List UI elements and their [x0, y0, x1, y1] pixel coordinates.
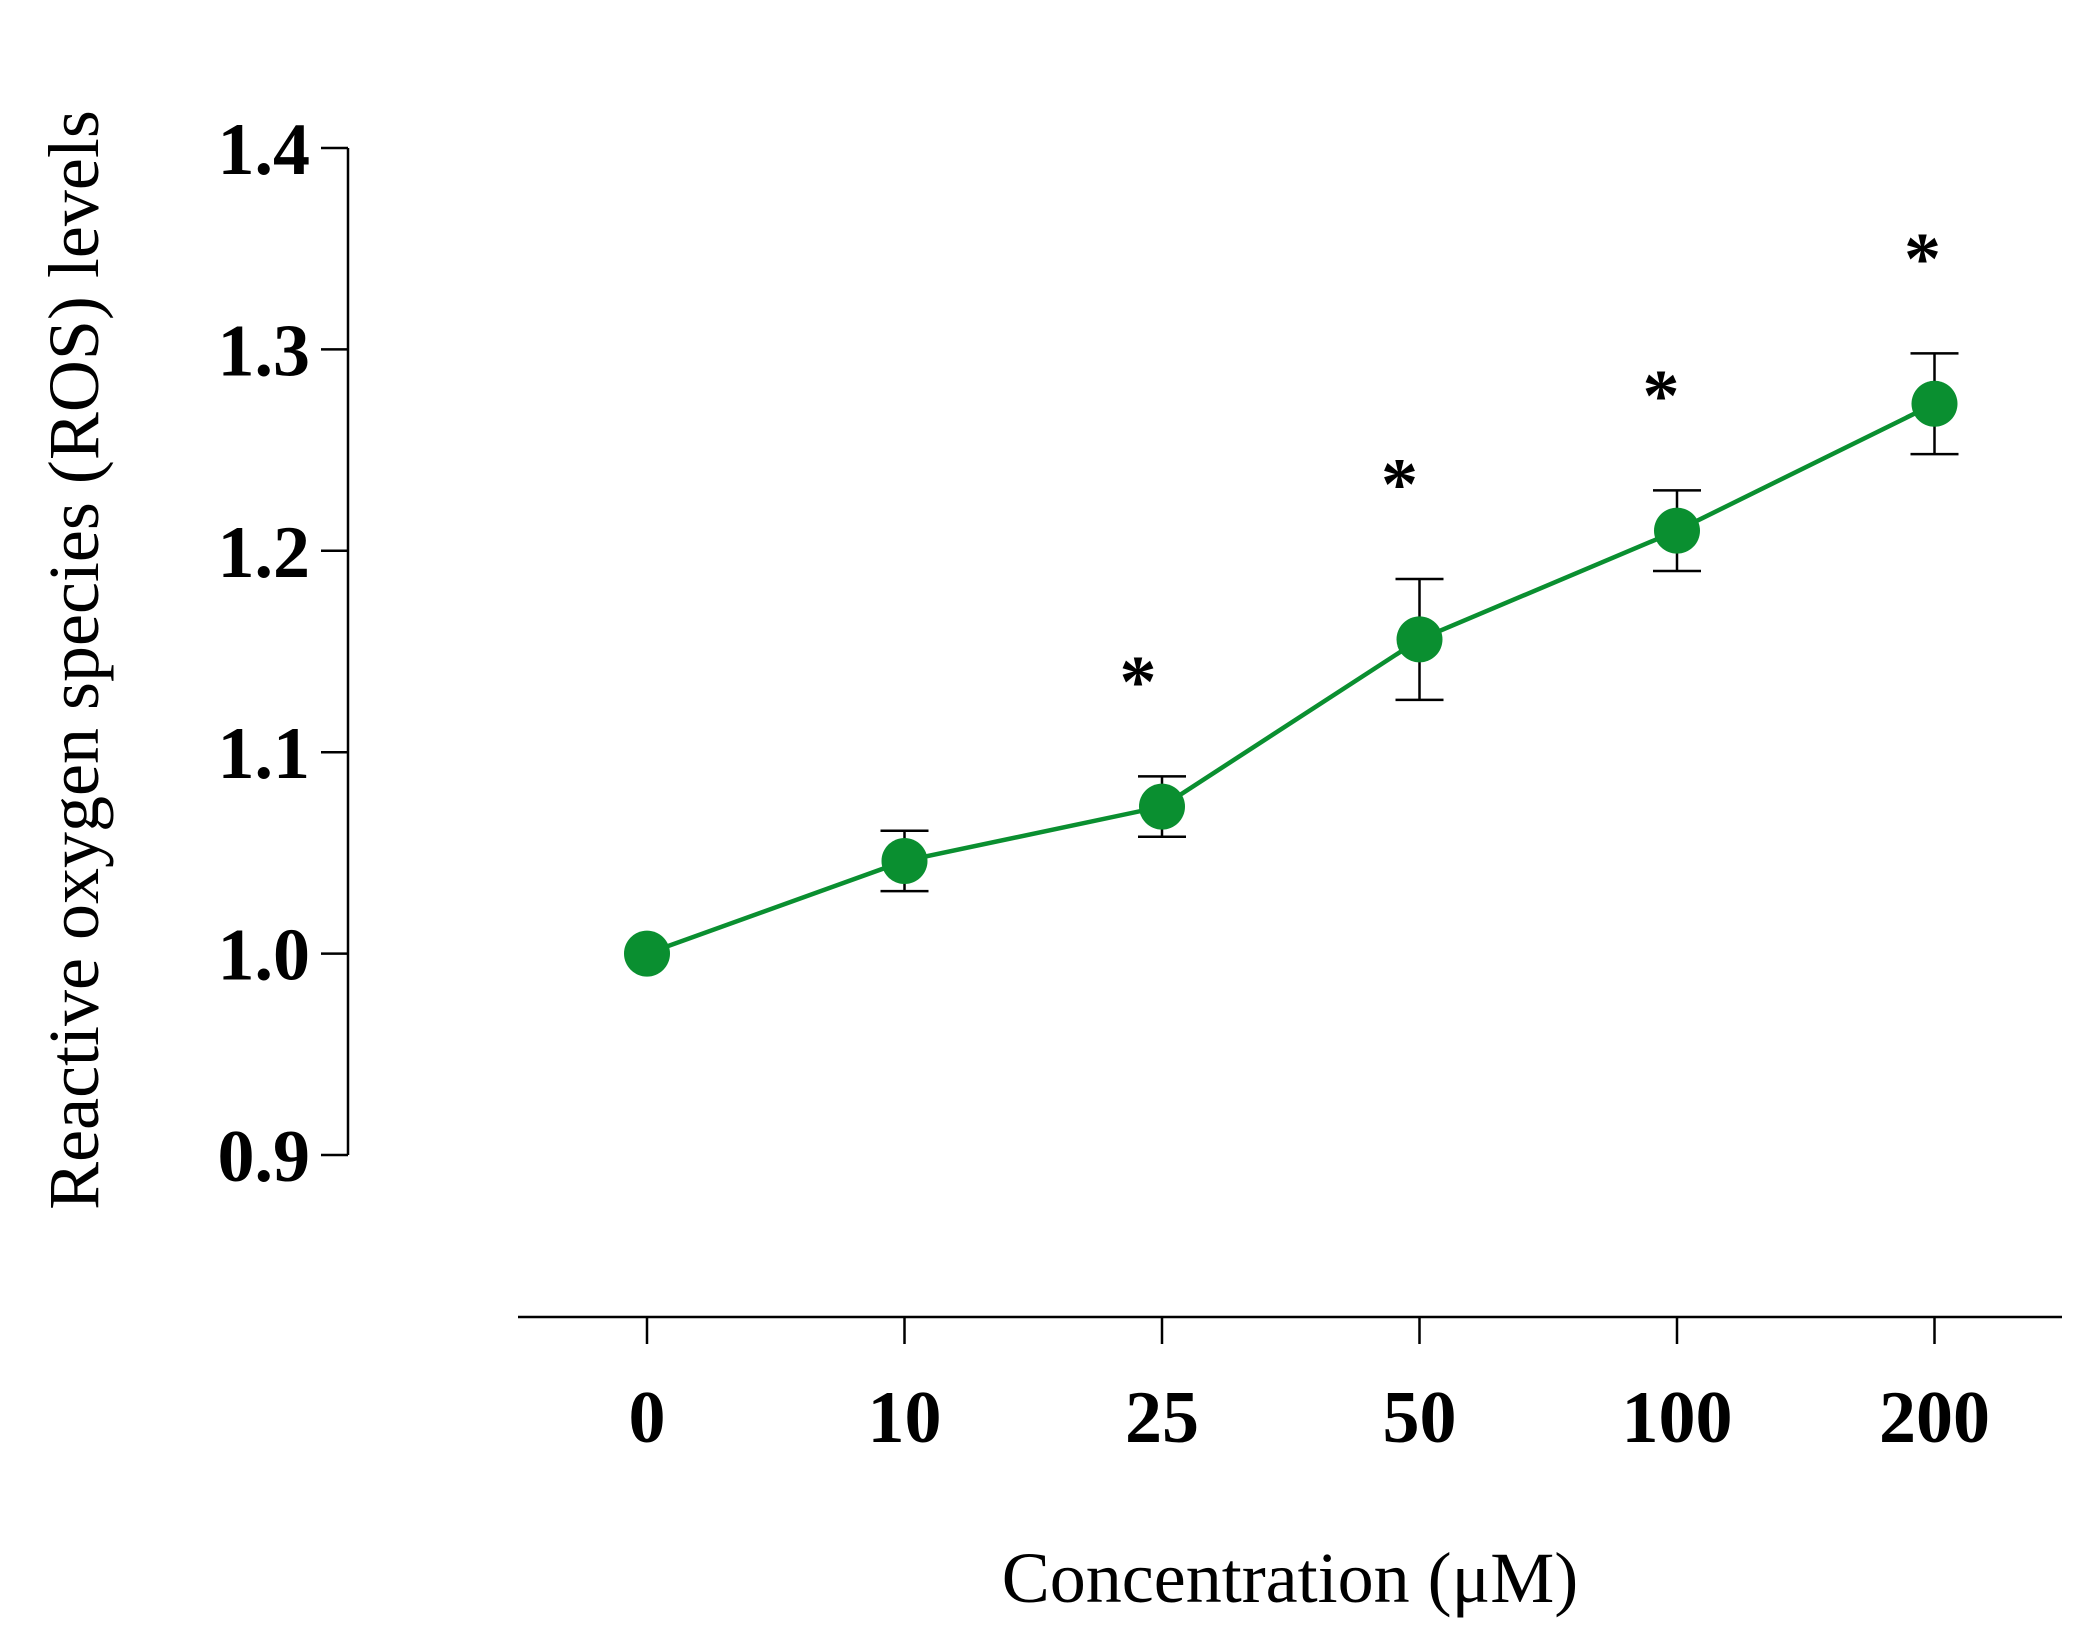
y-tick-label: 0.9: [218, 1116, 311, 1198]
x-tick-label: 200: [1879, 1377, 1990, 1459]
data-point: [1139, 783, 1185, 830]
plot-area: * * * *: [624, 218, 1959, 977]
y-tick-label: 1.3: [218, 310, 311, 392]
data-point: [881, 837, 928, 884]
x-tick-label: 0: [629, 1377, 666, 1459]
data-point: [1396, 616, 1443, 663]
data-point: [624, 930, 670, 977]
y-axis: 0.9 1.0 1.1 1.2 1.3 1.4: [218, 109, 350, 1198]
significance-asterisk: *: [1904, 218, 1941, 300]
y-axis-title: Reactive oxygen species (ROS) levels: [34, 110, 114, 1210]
significance-asterisk: *: [1120, 641, 1157, 723]
y-tick-label: 1.2: [218, 512, 311, 594]
y-ticks: 0.9 1.0 1.1 1.2 1.3 1.4: [218, 109, 348, 1198]
significance-asterisk: *: [1381, 444, 1418, 526]
y-tick-label: 1.0: [218, 915, 311, 997]
data-markers: [624, 380, 1958, 977]
y-tick-label: 1.4: [218, 109, 311, 191]
x-tick-label: 100: [1622, 1377, 1733, 1459]
x-tick-label: 25: [1125, 1377, 1199, 1459]
series-line: [646, 401, 1936, 956]
x-tick-label: 50: [1383, 1377, 1457, 1459]
x-axis-title: Concentration (μM): [1002, 1538, 1578, 1618]
y-tick-label: 1.1: [218, 713, 311, 795]
data-point: [1654, 507, 1700, 554]
x-axis: 0 10 25 50 100 200: [518, 1315, 2062, 1459]
significance-labels: * * * *: [1120, 218, 1942, 723]
data-point: [1911, 380, 1958, 427]
significance-asterisk: *: [1643, 355, 1680, 437]
x-ticks: 0 10 25 50 100 200: [629, 1317, 1990, 1459]
x-tick-label: 10: [868, 1377, 942, 1459]
